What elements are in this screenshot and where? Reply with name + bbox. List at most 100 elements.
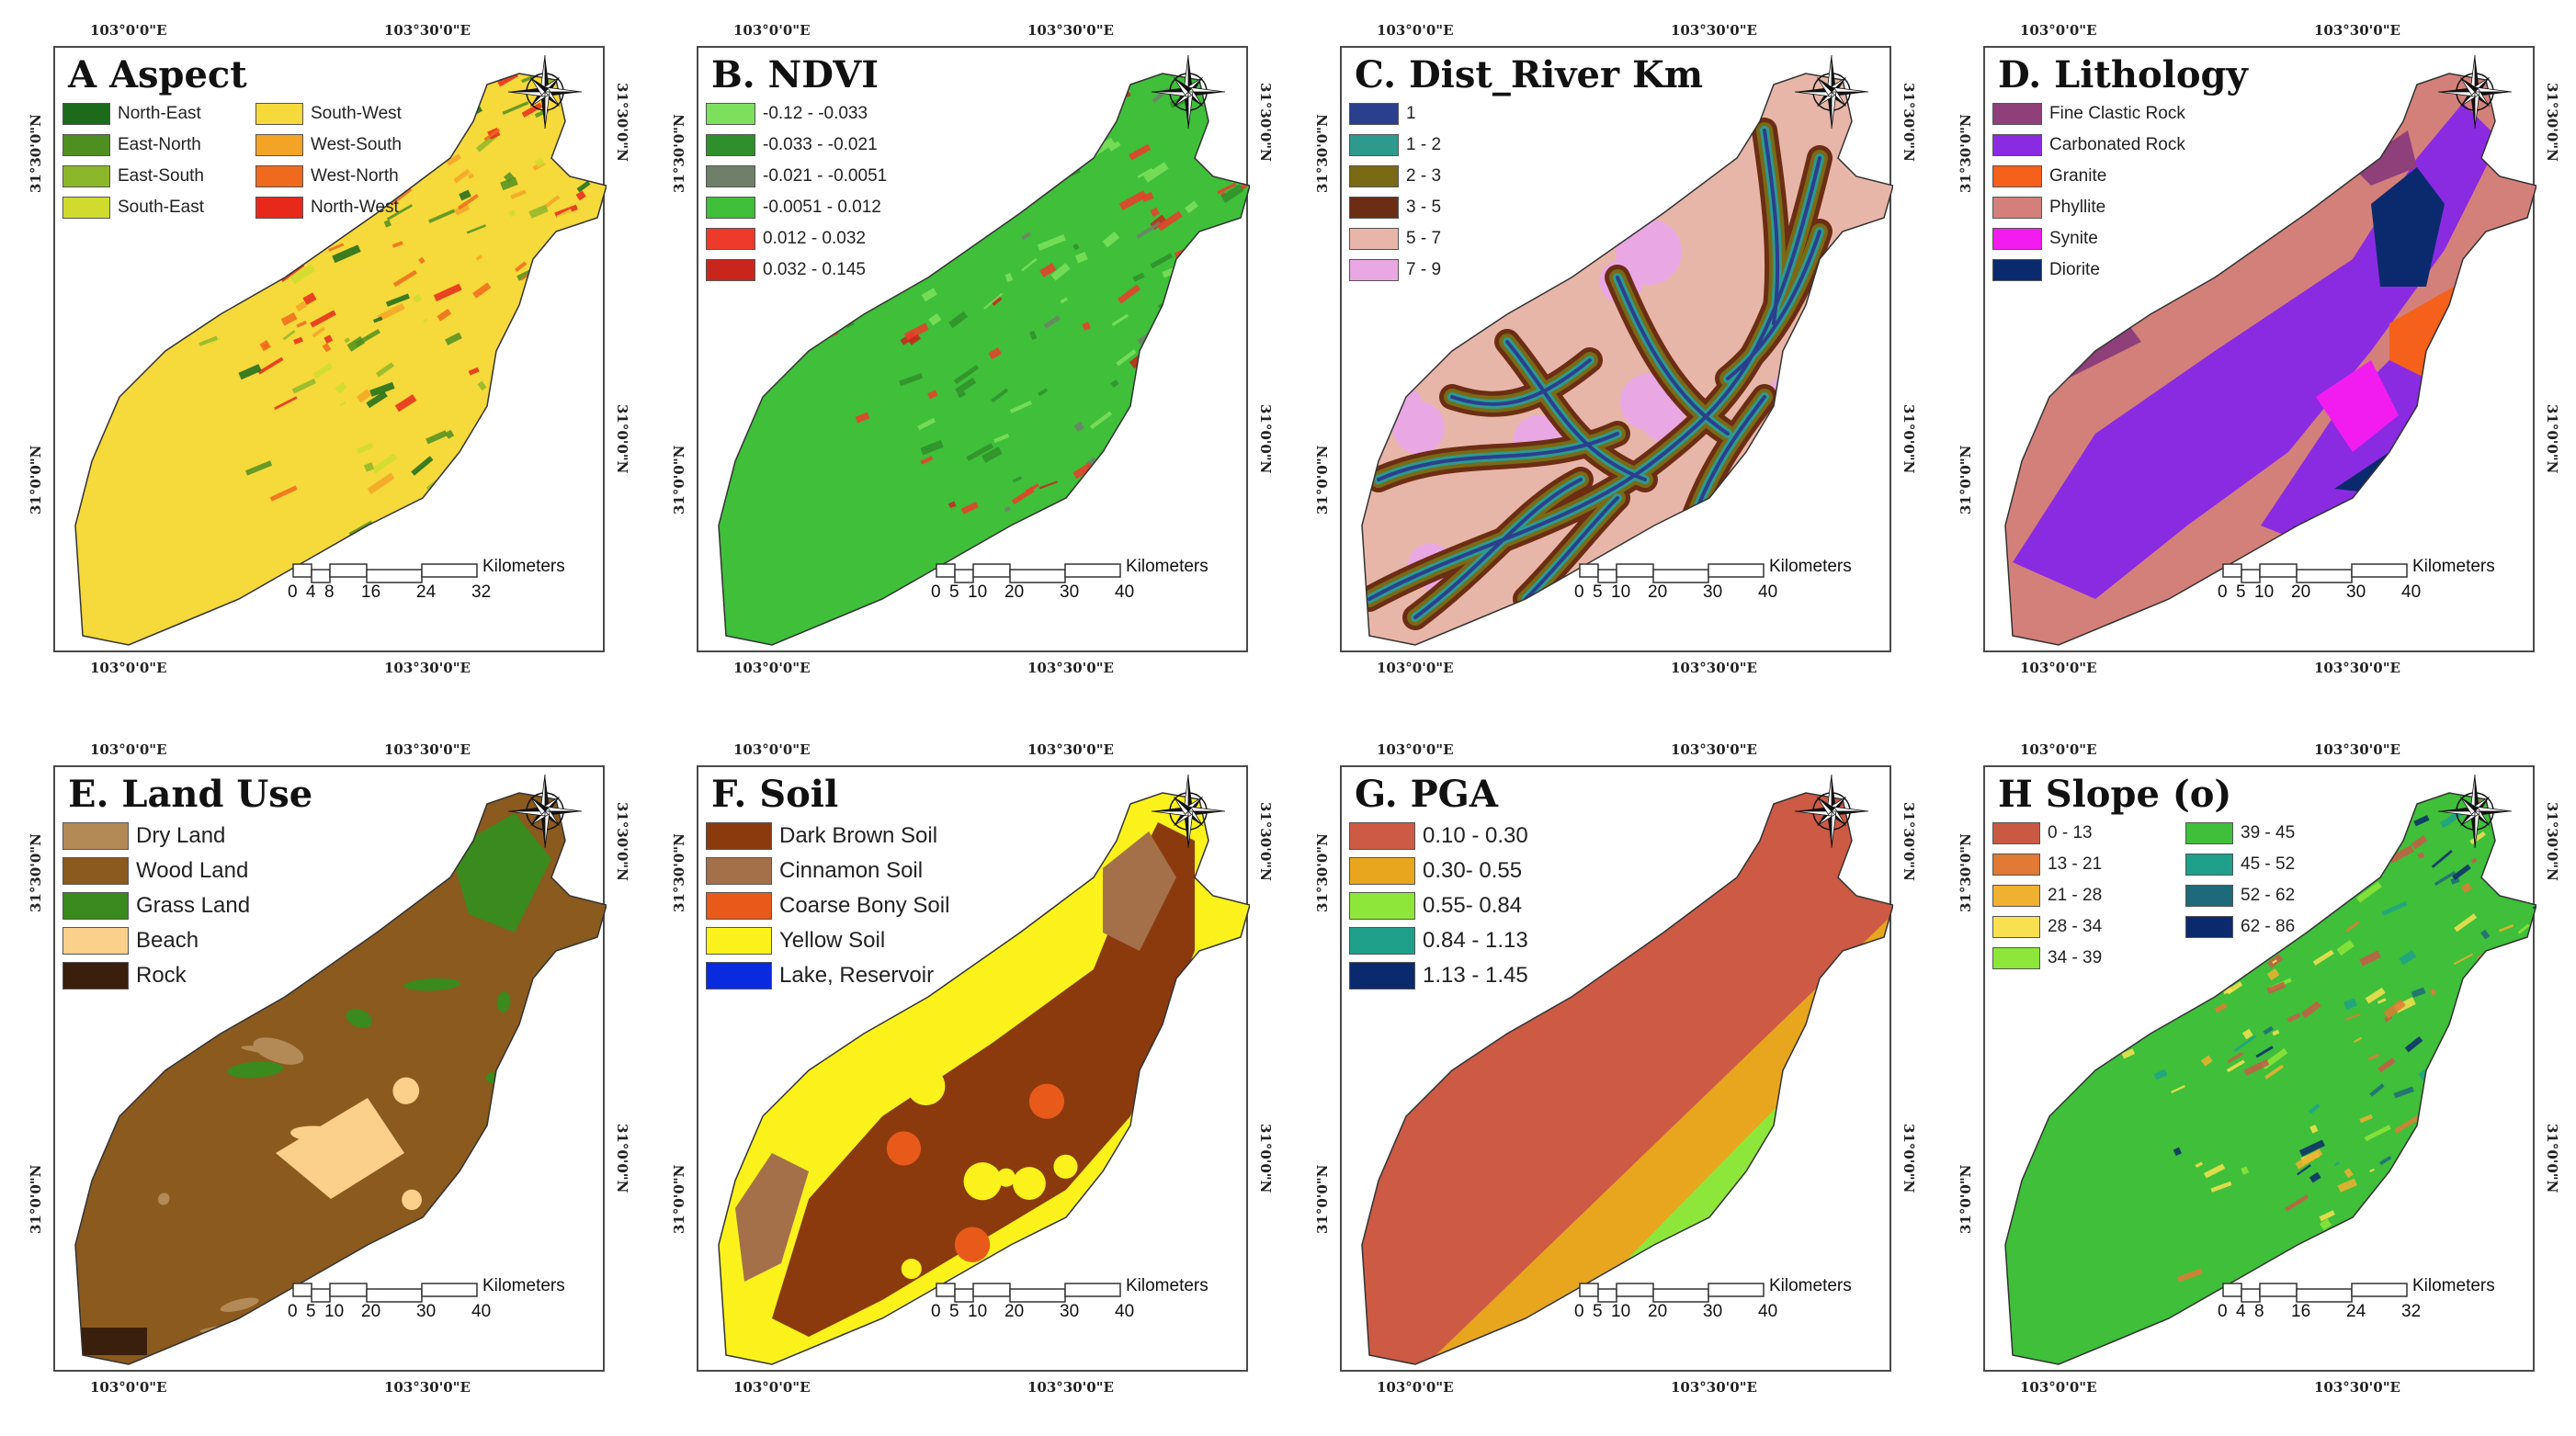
- legend-swatch: [1349, 962, 1415, 989]
- legend-label: 45 - 52: [2241, 854, 2296, 874]
- scale-tick-label: 5: [949, 582, 959, 602]
- legend-label: -0.033 - -0.021: [763, 135, 878, 154]
- longitude-label: 103°30'0"E: [1671, 1379, 1757, 1396]
- scale-tick-label: 4: [2236, 1302, 2246, 1321]
- basin-boundary: [1361, 792, 1893, 1365]
- legend-label: 39 - 45: [2241, 823, 2296, 842]
- latitude-label: 31°30'0"N: [28, 114, 44, 193]
- legend-label: Coarse Bony Soil: [779, 893, 950, 918]
- longitude-label: 103°0'0"E: [2020, 1379, 2097, 1396]
- legend-swatch: [1992, 822, 2040, 844]
- longitude-label: 103°0'0"E: [1377, 660, 1454, 676]
- legend-swatch: [62, 822, 129, 850]
- latitude-label: 31°30'0"N: [614, 802, 630, 881]
- legend-item: South-West: [255, 103, 402, 125]
- legend-swatch: [706, 927, 772, 955]
- legend-swatch: [255, 134, 303, 156]
- map-panel-pga: 103°0'0"E 103°30'0"E 103°0'0"E 103°30'0"E 31…: [1287, 719, 1930, 1436]
- map-title: A Aspect: [68, 53, 247, 96]
- legend-label: 52 - 62: [2241, 886, 2296, 905]
- legend-item: 0.55- 0.84: [1349, 892, 1522, 920]
- latitude-label: 31°0'0"N: [1257, 1124, 1274, 1193]
- basin-boundary: [718, 792, 1250, 1365]
- legend-item: North-West: [255, 197, 399, 219]
- longitude-label: 103°30'0"E: [384, 22, 471, 39]
- legend-item: 1.13 - 1.45: [1349, 962, 1528, 989]
- basin-boundary: [718, 73, 1250, 646]
- scale-tick-label: 32: [471, 582, 492, 602]
- legend-item: -0.12 - -0.033: [706, 103, 868, 125]
- legend-item: Fine Clastic Rock: [1992, 103, 2185, 125]
- scale-tick-label: 32: [2401, 1302, 2422, 1321]
- scale-tick-label: 40: [1758, 582, 1778, 602]
- legend-swatch: [706, 134, 755, 156]
- legend-swatch: [1992, 134, 2042, 156]
- latitude-label: 31°30'0"N: [1958, 833, 1974, 912]
- latitude-label: 31°0'0"N: [1901, 1124, 1917, 1193]
- map-frame: F. Soil: [697, 765, 1250, 1372]
- map-canvas: [1361, 73, 1893, 646]
- scale-tick-label: 5: [1593, 1302, 1603, 1321]
- legend-item: Dark Brown Soil: [706, 822, 937, 850]
- legend-swatch: [706, 892, 772, 920]
- legend-label: 5 - 7: [1406, 229, 1442, 248]
- legend-label: 0.55- 0.84: [1423, 893, 1523, 918]
- legend-label: North-East: [118, 104, 201, 123]
- north-arrow-icon: [507, 774, 583, 849]
- legend-label: Dry Land: [136, 823, 226, 848]
- legend-label: 0.30- 0.55: [1423, 858, 1523, 883]
- scale-tick-label: 0: [2218, 582, 2228, 602]
- north-arrow-icon: [1151, 54, 1226, 130]
- legend-label: Dark Brown Soil: [779, 823, 938, 848]
- longitude-label: 103°30'0"E: [2314, 1379, 2400, 1396]
- legend-label: 0.012 - 0.032: [763, 229, 866, 248]
- scale-tick-label: 8: [2254, 1302, 2264, 1321]
- legend-swatch: [1992, 228, 2042, 250]
- latitude-label: 31°0'0"N: [1958, 445, 1974, 514]
- legend-item: 0.30- 0.55: [1349, 857, 1522, 885]
- latitude-label: 31°0'0"N: [1314, 445, 1331, 514]
- latitude-label: 31°0'0"N: [1901, 404, 1917, 474]
- longitude-label: 103°30'0"E: [1671, 741, 1757, 758]
- basin-boundary: [2004, 73, 2536, 646]
- map-canvas: [74, 792, 607, 1365]
- legend-swatch: [1349, 103, 1399, 125]
- legend-item: Beach: [62, 927, 199, 955]
- legend-label: 0.10 - 0.30: [1423, 823, 1528, 848]
- longitude-label: 103°0'0"E: [90, 741, 167, 758]
- legend-item: Rock: [62, 962, 187, 989]
- legend-label: Carbonated Rock: [2049, 135, 2185, 154]
- legend-label: 34 - 39: [2048, 948, 2103, 967]
- map-title: G. PGA: [1355, 773, 1498, 816]
- scale-tick-label: 40: [2401, 582, 2422, 602]
- scale-tick-label: 0: [2218, 1302, 2228, 1321]
- legend-item: 2 - 3: [1349, 165, 1441, 187]
- legend-item: 28 - 34: [1992, 916, 2102, 938]
- scale-tick-label: 0: [1574, 1302, 1584, 1321]
- scale-tick-label: 10: [324, 1302, 345, 1321]
- longitude-label: 103°30'0"E: [384, 741, 471, 758]
- legend-swatch: [706, 822, 772, 850]
- latitude-label: 31°30'0"N: [1314, 833, 1331, 912]
- longitude-label: 103°0'0"E: [2020, 660, 2097, 676]
- legend-swatch: [1349, 927, 1415, 955]
- scale-tick-label: 0: [931, 582, 941, 602]
- longitude-label: 103°30'0"E: [384, 660, 471, 676]
- legend-swatch: [62, 927, 129, 955]
- legend-label: 13 - 21: [2048, 854, 2103, 874]
- map-title: B. NDVI: [711, 53, 879, 96]
- scale-tick-label: 0: [288, 582, 298, 602]
- longitude-label: 103°30'0"E: [1671, 660, 1757, 676]
- legend-swatch: [1349, 165, 1399, 187]
- latitude-label: 31°30'0"N: [1901, 83, 1917, 162]
- latitude-label: 31°30'0"N: [2544, 83, 2560, 162]
- scale-tick-label: 30: [416, 1302, 437, 1321]
- legend-label: Fine Clastic Rock: [2049, 104, 2185, 123]
- legend-label: 0 - 13: [2048, 823, 2093, 842]
- legend-swatch: [1992, 916, 2040, 938]
- legend-label: South-West: [311, 104, 402, 123]
- scale-unit-label: Kilometers: [1769, 1276, 1852, 1295]
- longitude-label: 103°30'0"E: [1027, 660, 1114, 676]
- legend-swatch: [2185, 822, 2233, 844]
- scale-tick-label: 30: [1703, 582, 1723, 602]
